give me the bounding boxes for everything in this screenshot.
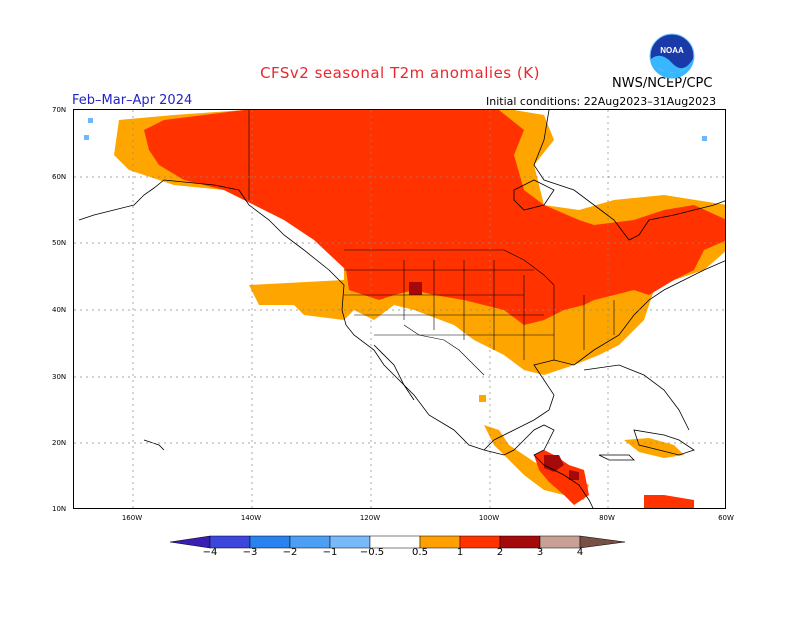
colorbar-label: 1 [456, 547, 464, 558]
lat-lon-grid [74, 110, 725, 508]
colorbar-label: 2 [496, 547, 504, 558]
anomaly-region-negative [84, 118, 707, 141]
colorbar-label: −0.5 [359, 547, 385, 558]
political-borders [248, 110, 615, 376]
coastlines [78, 110, 725, 508]
noaa-logo-icon: NOAA [649, 33, 695, 79]
map-canvas [74, 110, 725, 508]
anomaly-colorbar [170, 535, 626, 549]
lat-label-70n: 70N [52, 106, 67, 114]
anomaly-region-2-3 [409, 282, 579, 480]
colorbar-label: 4 [576, 547, 584, 558]
lat-label-50n: 50N [52, 239, 67, 247]
lat-label-10n: 10N [52, 505, 67, 513]
lon-label-120w: 120W [359, 514, 381, 522]
lon-label-60w: 60W [718, 514, 734, 522]
anomaly-map [73, 109, 726, 509]
initial-conditions: Initial conditions: 22Aug2023–31Aug2023 [486, 95, 717, 108]
lat-label-60n: 60N [52, 173, 67, 181]
lon-label-140w: 140W [240, 514, 262, 522]
agency-label: NWS/NCEP/CPC [612, 76, 713, 91]
colorbar-label: −4 [202, 547, 218, 558]
colorbar-label: 0.5 [412, 547, 428, 558]
colorbar-label: −3 [242, 547, 258, 558]
lon-label-80w: 80W [599, 514, 615, 522]
lon-label-160w: 160W [121, 514, 143, 522]
lat-label-30n: 30N [52, 373, 67, 381]
lat-label-20n: 20N [52, 439, 67, 447]
colorbar-label: 3 [536, 547, 544, 558]
lat-label-40n: 40N [52, 306, 67, 314]
map-title: CFSv2 seasonal T2m anomalies (K) [260, 64, 540, 82]
forecast-period: Feb–Mar–Apr 2024 [72, 93, 193, 108]
colorbar-label: −2 [282, 547, 298, 558]
colorbar-label: −1 [322, 547, 338, 558]
lon-label-100w: 100W [478, 514, 500, 522]
logo-text: NOAA [660, 46, 684, 55]
